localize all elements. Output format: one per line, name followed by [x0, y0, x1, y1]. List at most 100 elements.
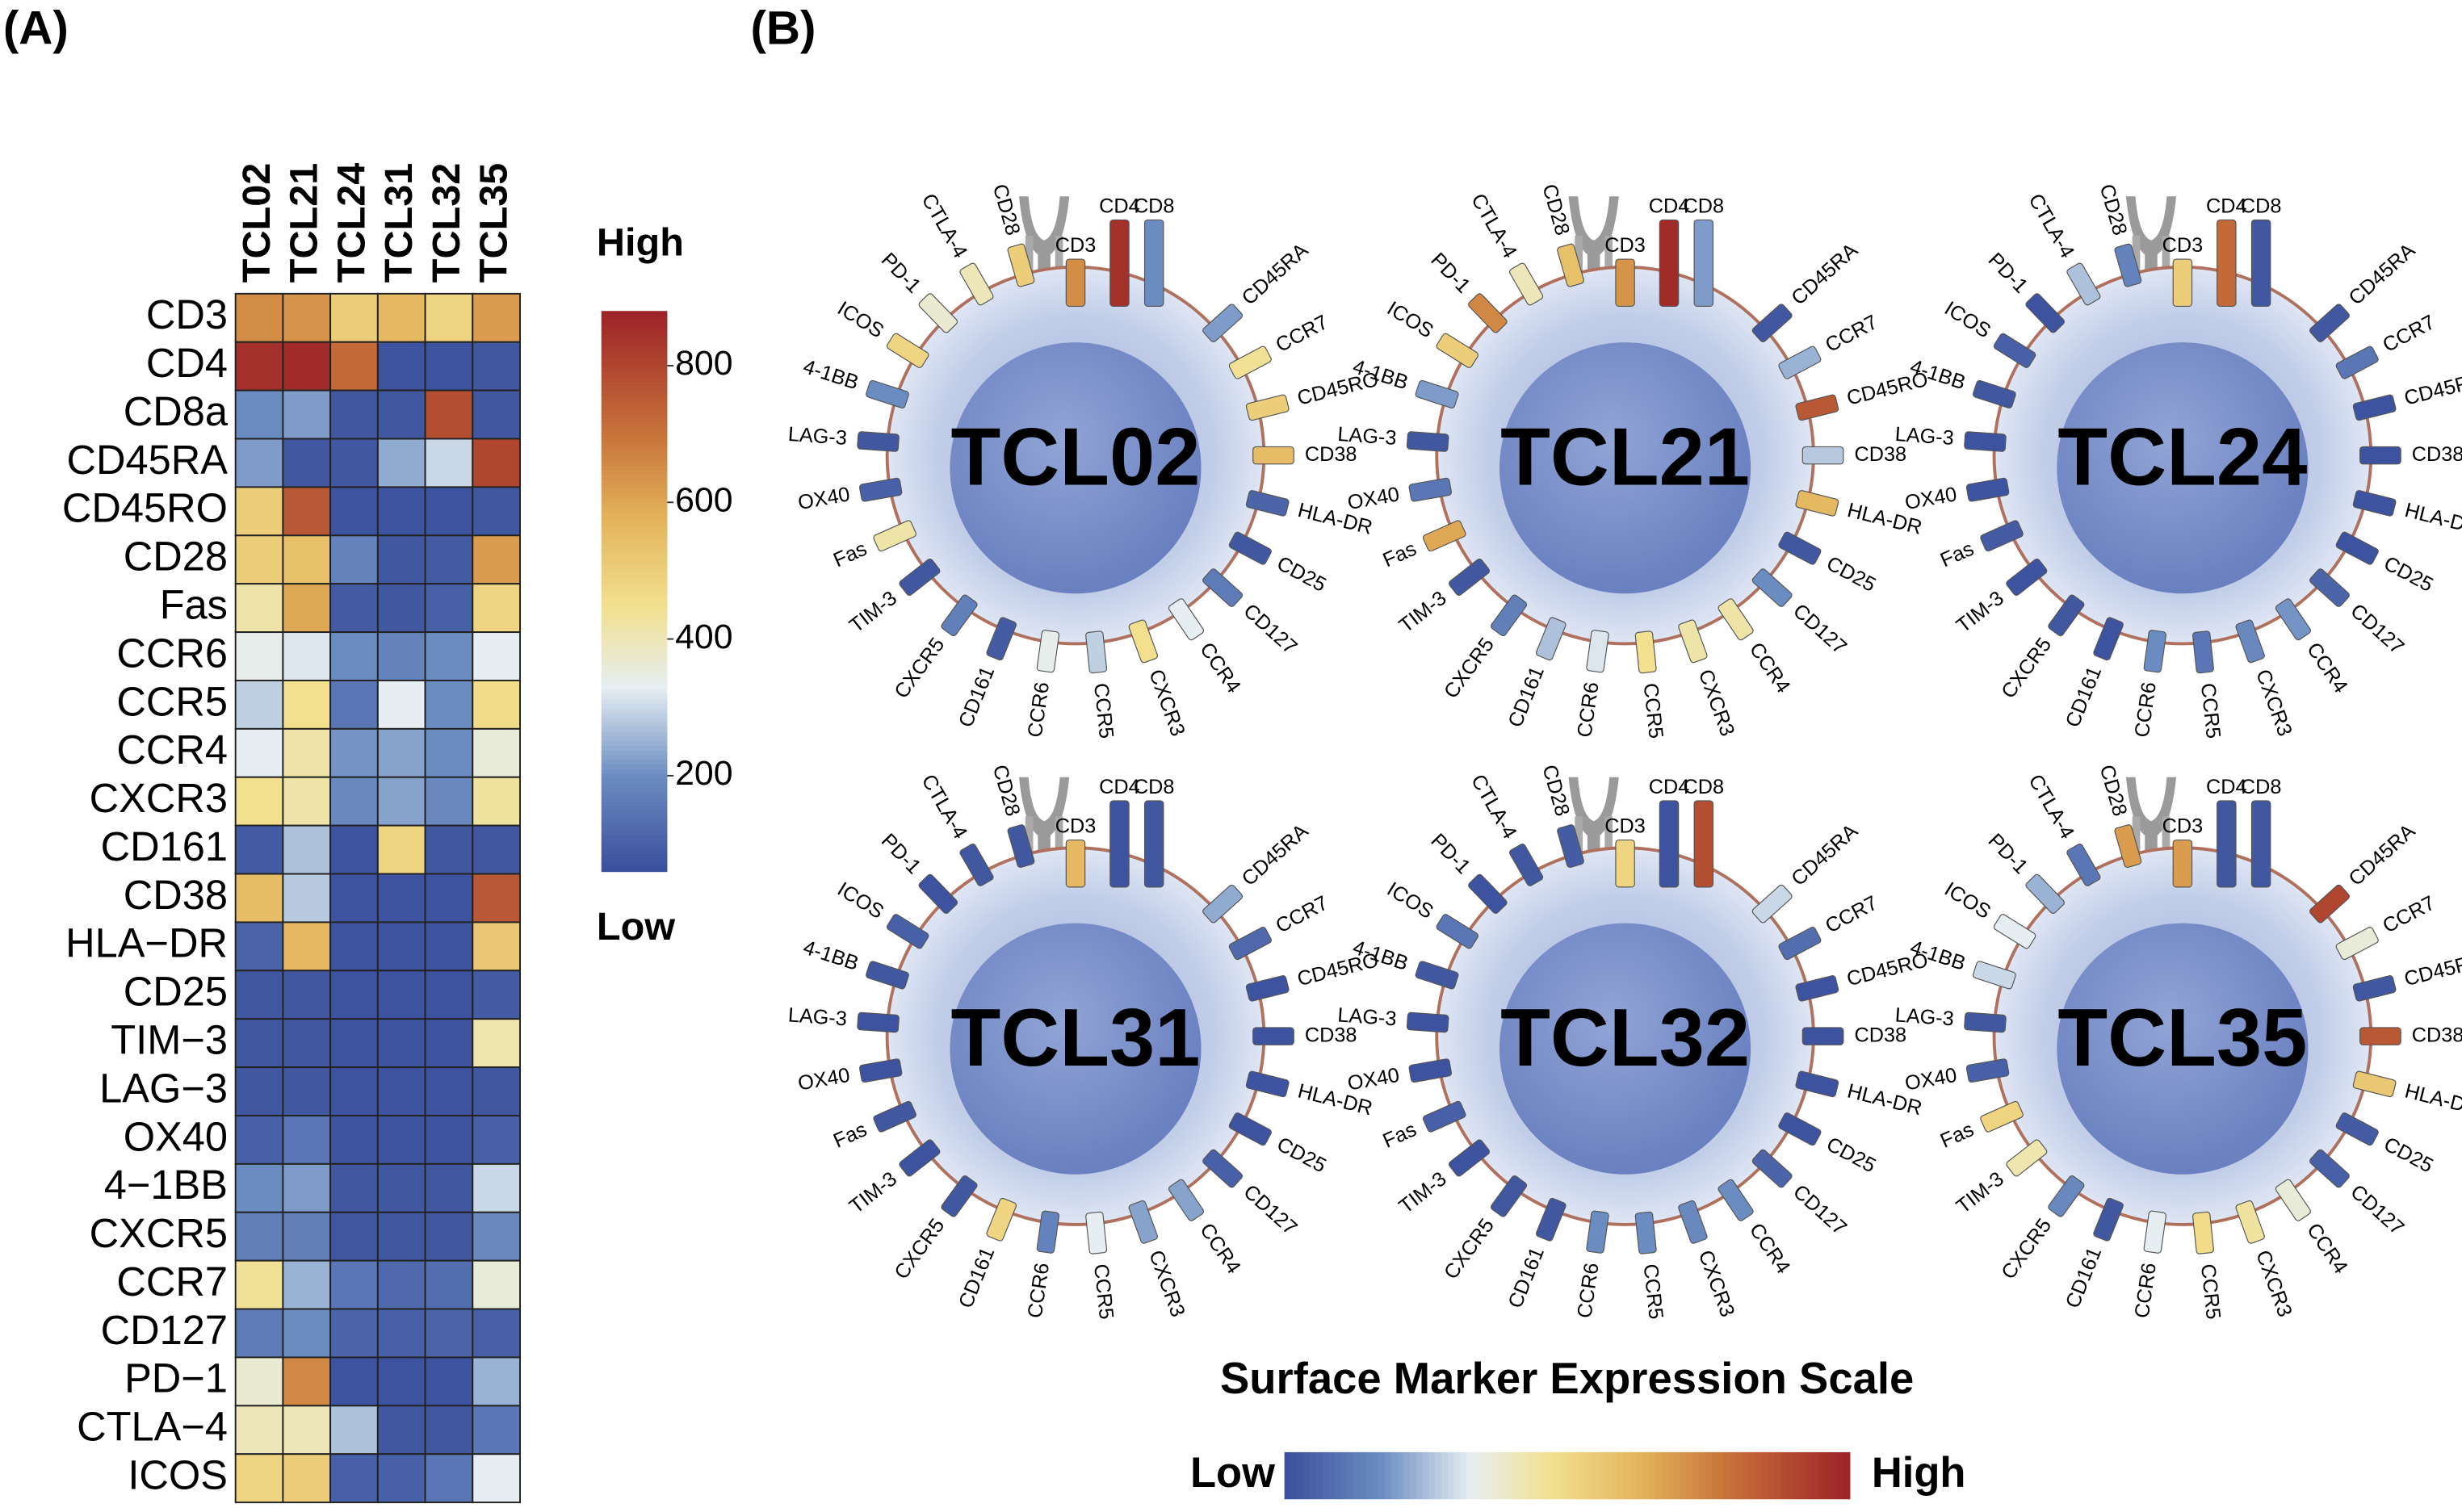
colorbar-slice — [601, 614, 668, 620]
marker — [2093, 617, 2124, 661]
heatmap-cell — [424, 631, 474, 681]
marker — [1143, 219, 1164, 307]
scale-slice — [1359, 1451, 1367, 1500]
colorbar-slice — [601, 423, 668, 429]
row-label: CD45RO — [62, 485, 228, 531]
scale-slice — [1692, 1451, 1700, 1500]
colorbar-slice — [601, 680, 668, 685]
marker-label: CD127 — [1239, 600, 1301, 659]
colorbar-slice — [601, 609, 668, 616]
heatmap-cell — [282, 873, 332, 924]
marker-label: CD3 — [2162, 234, 2204, 257]
marker — [1007, 243, 1035, 287]
scale-slice — [1378, 1451, 1386, 1500]
marker-label: CD45RA — [1787, 239, 1862, 310]
colorbar-slice — [601, 717, 668, 723]
colorbar-slice — [601, 727, 668, 732]
heatmap-cell — [376, 776, 426, 827]
marker-label: ICOS — [1940, 297, 1994, 342]
marker — [1509, 262, 1544, 306]
marker-label: CCR5 — [2196, 1263, 2225, 1320]
marker — [1245, 394, 1290, 421]
colorbar-slice — [601, 432, 668, 438]
row-label: CCR7 — [116, 1259, 228, 1305]
heatmap-cell — [472, 438, 521, 488]
colorbar-slice — [601, 446, 668, 452]
marker — [2309, 884, 2350, 924]
heatmap-cell — [424, 1453, 474, 1504]
marker-label: CTLA-4 — [2024, 190, 2078, 262]
scale-slice — [1837, 1451, 1844, 1500]
colorbar-slice — [601, 526, 668, 531]
colorbar-slice — [601, 395, 668, 400]
marker — [1468, 293, 1508, 333]
marker-label: TIM-3 — [1952, 1167, 2008, 1218]
row-label: CD28 — [124, 534, 228, 580]
colorbar-slice — [601, 829, 668, 835]
column-label: TCL31 — [377, 163, 421, 283]
marker — [2217, 219, 2237, 307]
marker — [1202, 1149, 1243, 1188]
colorbar-slice — [601, 670, 668, 676]
marker — [1228, 927, 1272, 961]
colorbar-low: Low — [597, 905, 675, 949]
heatmap-cell — [329, 1162, 379, 1213]
colorbar-slice — [601, 685, 668, 690]
marker-label: CD8 — [1134, 776, 1175, 798]
row-label: CD161 — [101, 823, 228, 869]
colorbar-slice — [601, 698, 668, 704]
heatmap-cell — [424, 1405, 474, 1455]
row-label: ICOS — [128, 1452, 228, 1498]
marker — [1801, 446, 1844, 465]
marker-label: CD45RA — [2345, 819, 2420, 890]
scale-slice — [1617, 1451, 1625, 1500]
marker — [1993, 914, 2036, 949]
colorbar-slice — [601, 450, 668, 457]
marker — [1615, 839, 1635, 888]
scale-slice — [1824, 1451, 1832, 1500]
marker — [1245, 975, 1290, 1002]
heatmap-cell — [282, 1453, 332, 1504]
colorbar-slice — [601, 745, 668, 751]
marker — [873, 520, 916, 552]
scale-slice — [1711, 1451, 1719, 1500]
colorbar-slice — [601, 777, 668, 784]
heatmap-cell — [234, 486, 284, 537]
marker-label: OX40 — [1346, 483, 1401, 514]
colorbar-slice — [601, 857, 668, 863]
heatmap-cell — [234, 873, 284, 924]
heatmap-cell — [376, 727, 426, 778]
marker-label: CD45RA — [2345, 239, 2420, 310]
colorbar-slice — [601, 843, 668, 849]
nucleus — [950, 342, 1202, 594]
scale-slice — [1498, 1451, 1505, 1500]
heatmap-cell — [282, 486, 332, 537]
scale-slice — [1761, 1451, 1769, 1500]
heatmap-cell — [424, 438, 474, 488]
marker-label: LAG-3 — [1894, 1003, 1955, 1030]
scale-slice — [1516, 1451, 1524, 1500]
marker-label: CD127 — [2346, 600, 2408, 659]
heatmap-cell — [282, 438, 332, 488]
colorbar-slice — [601, 600, 668, 606]
marker-label: CD38 — [1305, 443, 1357, 466]
marker-label: CD161 — [2061, 1244, 2106, 1311]
marker — [1964, 1011, 2007, 1033]
marker — [1778, 1112, 1822, 1146]
marker-label: CD127 — [1239, 1180, 1301, 1239]
scale-slice — [1680, 1451, 1688, 1500]
antibody — [2125, 777, 2177, 880]
row-label: CD127 — [101, 1307, 228, 1353]
heatmap-cell — [329, 583, 379, 634]
marker — [2048, 1175, 2085, 1217]
marker — [1751, 568, 1793, 607]
colorbar-slice — [601, 385, 668, 392]
marker-label: CD4 — [2206, 776, 2247, 798]
heatmap-cell — [329, 1453, 379, 1504]
marker-label: Fas — [830, 1118, 870, 1153]
marker-label: OX40 — [796, 1064, 851, 1095]
colorbar-slice — [601, 623, 668, 630]
marker — [1535, 1197, 1567, 1242]
